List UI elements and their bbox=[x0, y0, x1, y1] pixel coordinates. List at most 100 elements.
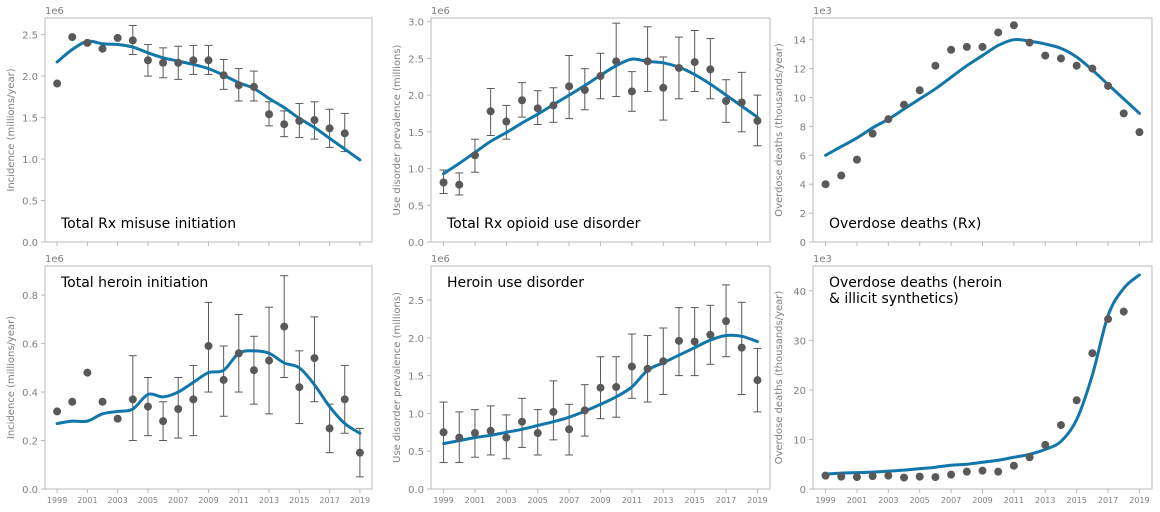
y-tick-label: 0.0 bbox=[408, 238, 424, 249]
chart-panel-4: 0.0 0.2 0.4 0.6 0.8 1999 2001 2003 2005 2007 2009 2… bbox=[6, 254, 373, 505]
y-tick-label: 0.0 bbox=[22, 238, 38, 249]
data-point bbox=[1025, 38, 1034, 47]
data-point bbox=[596, 72, 605, 81]
x-tick-label: 2007 bbox=[559, 496, 579, 505]
data-point bbox=[68, 33, 77, 42]
data-point bbox=[1104, 81, 1113, 90]
y-tick-label: 0.5 bbox=[408, 447, 424, 458]
data-point bbox=[900, 473, 909, 482]
data-point bbox=[439, 178, 448, 187]
data-point bbox=[280, 322, 289, 331]
chart-panel-3: 0 2 4 6 8 10 12 14 1e3 Overdose deaths (thousands… bbox=[774, 6, 1153, 249]
data-point bbox=[234, 349, 243, 358]
data-point bbox=[128, 395, 137, 404]
y-tick-label: 1.0 bbox=[22, 155, 38, 166]
x-tick-label: 2013 bbox=[653, 496, 673, 505]
y-axis-label: Incidence (millions/year) bbox=[6, 68, 17, 191]
scale-label: 1e6 bbox=[431, 6, 450, 17]
x-tick-label: 2009 bbox=[590, 496, 610, 505]
data-point bbox=[931, 473, 940, 482]
y-tick-label: 1.5 bbox=[408, 128, 424, 139]
data-point bbox=[174, 58, 183, 67]
data-point bbox=[962, 467, 971, 476]
data-point bbox=[280, 120, 289, 129]
scale-label: 1e3 bbox=[813, 6, 832, 17]
data-point bbox=[821, 180, 830, 189]
y-axis-label: Overdose deaths (thousands/year) bbox=[774, 43, 785, 217]
x-tick-label: 2017 bbox=[716, 496, 736, 505]
scale-label: 1e6 bbox=[45, 254, 64, 265]
data-point bbox=[1135, 128, 1144, 137]
data-point bbox=[580, 406, 589, 415]
plot-frame bbox=[812, 17, 1153, 243]
data-point bbox=[1009, 21, 1018, 30]
data-point bbox=[340, 395, 349, 404]
x-tick-label: 2005 bbox=[528, 496, 548, 505]
data-point bbox=[325, 124, 334, 133]
x-tick-label: 2015 bbox=[1066, 496, 1086, 505]
data-point bbox=[234, 81, 243, 90]
model-line bbox=[824, 273, 1141, 476]
y-tick-label: 1.5 bbox=[22, 114, 38, 125]
data-point bbox=[565, 425, 574, 434]
data-point bbox=[1009, 461, 1018, 470]
scale-label: 1e3 bbox=[813, 254, 832, 265]
panel-title: Total Rx misuse initiation bbox=[60, 216, 236, 232]
data-point bbox=[1056, 54, 1065, 63]
data-point bbox=[978, 466, 987, 475]
data-point bbox=[821, 471, 830, 480]
data-point bbox=[722, 317, 731, 326]
data-point bbox=[722, 96, 731, 105]
data-point bbox=[612, 57, 621, 66]
data-point bbox=[659, 83, 668, 92]
x-tick-label: 1999 bbox=[433, 496, 453, 505]
data-point bbox=[674, 63, 683, 72]
data-point bbox=[159, 417, 168, 426]
data-point bbox=[1056, 421, 1065, 430]
x-tick-label: 2017 bbox=[1098, 496, 1118, 505]
y-tick-label: 40 bbox=[793, 287, 806, 298]
y-tick-label: 2.5 bbox=[408, 54, 424, 65]
data-point bbox=[310, 116, 319, 125]
x-tick-label: 2019 bbox=[1129, 496, 1149, 505]
data-point bbox=[219, 375, 228, 384]
x-tick-label: 1999 bbox=[47, 496, 67, 505]
data-point bbox=[1088, 64, 1097, 73]
data-point bbox=[1072, 396, 1081, 405]
data-point bbox=[627, 87, 636, 96]
chart-panel-1: 0.0 0.5 1.0 1.5 2.0 2.5 1e6 Incidence (millions… bbox=[6, 6, 373, 249]
y-tick-label: 2.0 bbox=[408, 334, 424, 345]
data-point bbox=[884, 471, 893, 480]
panel-title: Overdose deaths (heroin bbox=[829, 275, 1002, 291]
data-point bbox=[189, 56, 198, 65]
data-point bbox=[174, 405, 183, 414]
y-tick-label: 4 bbox=[800, 180, 806, 191]
x-tick-label: 2005 bbox=[910, 496, 930, 505]
data-point bbox=[159, 58, 168, 67]
y-tick-label: 1.0 bbox=[408, 165, 424, 176]
data-point bbox=[355, 448, 364, 457]
data-point bbox=[470, 151, 479, 160]
data-point bbox=[915, 86, 924, 95]
data-point bbox=[113, 414, 122, 423]
data-point bbox=[1119, 307, 1128, 316]
data-point bbox=[994, 467, 1003, 476]
data-point bbox=[837, 472, 846, 481]
x-tick-label: 2013 bbox=[259, 496, 279, 505]
panel-title: Total Rx opioid use disorder bbox=[446, 216, 641, 232]
x-tick-label: 2013 bbox=[1035, 496, 1055, 505]
scale-label: 1e6 bbox=[45, 6, 64, 17]
x-tick-label: 2011 bbox=[622, 496, 642, 505]
x-tick-label: 2019 bbox=[747, 496, 767, 505]
y-tick-label: 14 bbox=[793, 36, 806, 47]
data-point bbox=[83, 368, 92, 377]
chart-panel-2: 0.0 0.5 1.0 1.5 2.0 2.5 3.0 1e6 Use disorder pre… bbox=[392, 6, 771, 249]
data-point bbox=[128, 36, 137, 45]
data-point bbox=[143, 402, 152, 411]
data-point bbox=[98, 44, 107, 53]
data-point bbox=[549, 101, 558, 110]
data-point bbox=[533, 429, 542, 438]
data-point bbox=[565, 82, 574, 91]
chart-panel-5: 0.0 0.5 1.0 1.5 2.0 2.5 1999 2001 2003 2005 2007 20… bbox=[392, 254, 771, 505]
plot-frame bbox=[430, 17, 771, 243]
